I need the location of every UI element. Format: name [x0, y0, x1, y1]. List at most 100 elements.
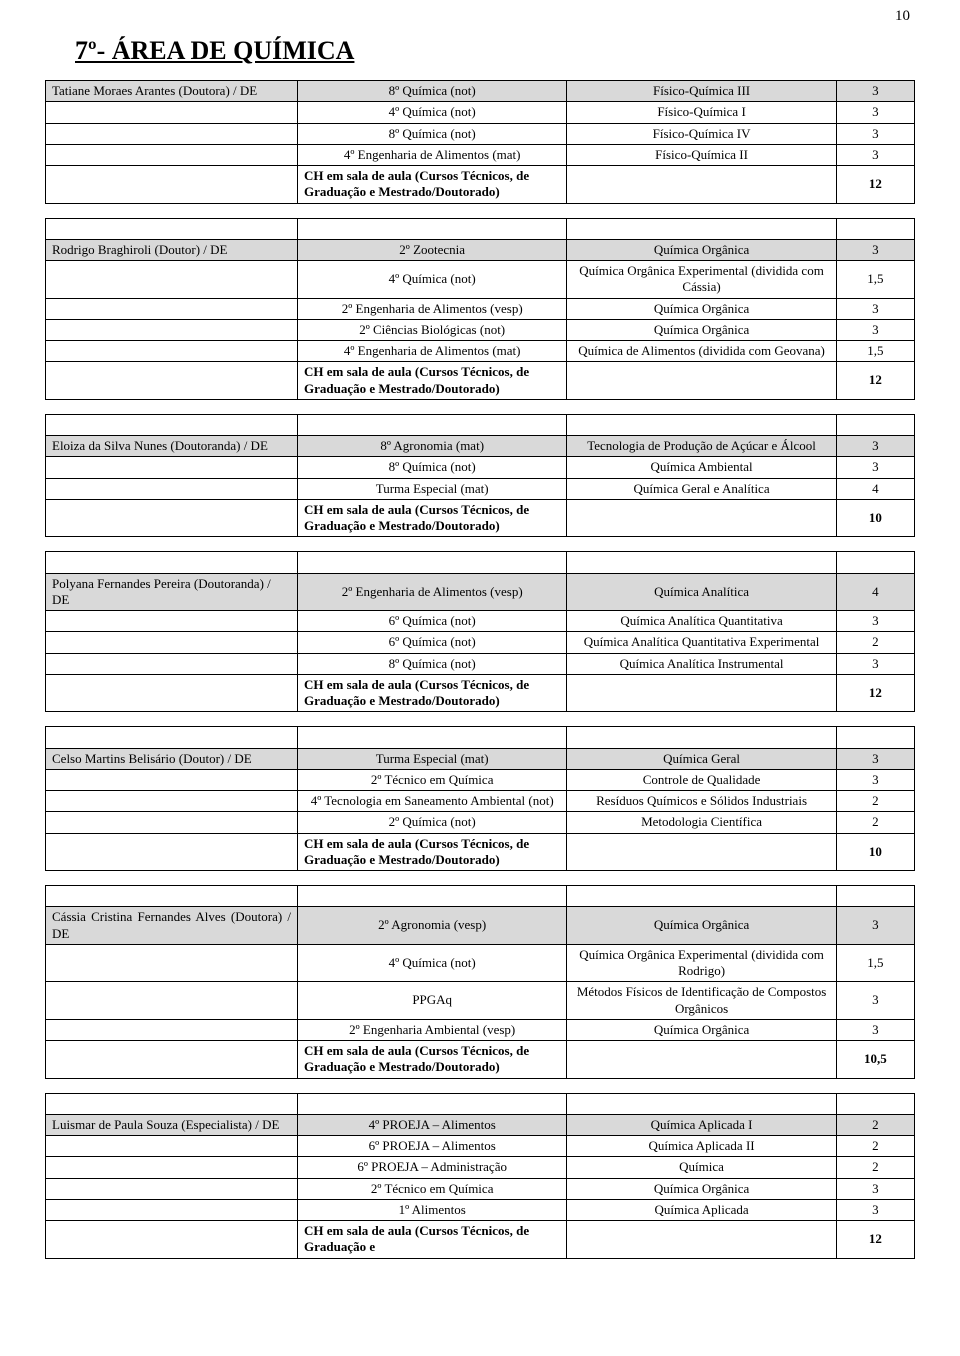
hours-cell: 3 — [836, 436, 914, 457]
teacher-name-cell — [46, 144, 298, 165]
discipline-cell: Química Analítica Quantitativa — [567, 611, 836, 632]
empty-cell — [567, 1221, 836, 1259]
ch-total-cell: 12 — [836, 362, 914, 400]
table-row: 2º Engenharia de Alimentos (vesp)Química… — [46, 298, 915, 319]
course-cell: 8º Química (not) — [298, 81, 567, 102]
hours-cell: 1,5 — [836, 261, 914, 299]
course-cell: PPGAq — [298, 982, 567, 1020]
teacher-name-cell — [46, 791, 298, 812]
course-cell: 4º Química (not) — [298, 102, 567, 123]
discipline-cell: Química Orgânica — [567, 907, 836, 945]
ch-row: CH em sala de aula (Cursos Técnicos, de … — [46, 833, 915, 871]
ch-row: CH em sala de aula (Cursos Técnicos, de … — [46, 499, 915, 537]
course-cell: 4º Engenharia de Alimentos (mat) — [298, 341, 567, 362]
hours-cell: 3 — [836, 319, 914, 340]
discipline-cell: Físico-Química IV — [567, 123, 836, 144]
teacher-name-cell — [46, 1136, 298, 1157]
discipline-cell: Métodos Físicos de Identificação de Comp… — [567, 982, 836, 1020]
ch-row: CH em sala de aula (Cursos Técnicos, de … — [46, 674, 915, 712]
discipline-cell: Química Orgânica — [567, 319, 836, 340]
teacher-name-cell: Cássia Cristina Fernandes Alves (Doutora… — [46, 907, 298, 945]
ch-label-cell: CH em sala de aula (Cursos Técnicos, de … — [298, 362, 567, 400]
course-cell: 6º PROEJA – Administração — [298, 1157, 567, 1178]
discipline-cell: Química Orgânica — [567, 1178, 836, 1199]
discipline-cell: Química Orgânica — [567, 298, 836, 319]
hours-cell: 3 — [836, 653, 914, 674]
hours-cell: 2 — [836, 1157, 914, 1178]
ch-total-cell: 12 — [836, 166, 914, 204]
course-cell: 2º Química (not) — [298, 812, 567, 833]
hours-cell: 2 — [836, 1114, 914, 1135]
course-cell: 8º Química (not) — [298, 653, 567, 674]
empty-cell — [46, 1041, 298, 1079]
course-cell: 2º Zootecnia — [298, 239, 567, 260]
empty-cell — [567, 674, 836, 712]
ch-label-cell: CH em sala de aula (Cursos Técnicos, de … — [298, 1041, 567, 1079]
course-cell: 4º Química (not) — [298, 944, 567, 982]
course-cell: 2º Agronomia (vesp) — [298, 907, 567, 945]
table-row: 8º Química (not)Química Analítica Instru… — [46, 653, 915, 674]
teacher-table: Rodrigo Braghiroli (Doutor) / DE2º Zoote… — [45, 218, 915, 400]
discipline-cell: Controle de Qualidade — [567, 769, 836, 790]
table-row: 2º Química (not)Metodologia Científica2 — [46, 812, 915, 833]
hours-cell: 4 — [836, 478, 914, 499]
hours-cell: 3 — [836, 239, 914, 260]
ch-total-cell: 10 — [836, 833, 914, 871]
teacher-name-cell — [46, 632, 298, 653]
teacher-table: Tatiane Moraes Arantes (Doutora) / DE8º … — [45, 80, 915, 204]
hours-cell: 3 — [836, 1019, 914, 1040]
discipline-cell: Química Geral — [567, 748, 836, 769]
discipline-cell: Metodologia Científica — [567, 812, 836, 833]
ch-label-cell: CH em sala de aula (Cursos Técnicos, de … — [298, 499, 567, 537]
ch-total-cell: 10 — [836, 499, 914, 537]
discipline-cell: Química Orgânica — [567, 1019, 836, 1040]
course-cell: 2º Técnico em Química — [298, 769, 567, 790]
hours-cell: 2 — [836, 812, 914, 833]
teacher-name-cell — [46, 611, 298, 632]
teacher-name-cell — [46, 1019, 298, 1040]
teacher-name-cell: Tatiane Moraes Arantes (Doutora) / DE — [46, 81, 298, 102]
teacher-name-cell — [46, 769, 298, 790]
teacher-name-cell: Eloiza da Silva Nunes (Doutoranda) / DE — [46, 436, 298, 457]
table-row: 4º Química (not)Química Orgânica Experim… — [46, 261, 915, 299]
hours-cell: 3 — [836, 769, 914, 790]
ch-total-cell: 12 — [836, 1221, 914, 1259]
empty-cell — [567, 1041, 836, 1079]
teacher-name-cell — [46, 1157, 298, 1178]
teacher-table: Cássia Cristina Fernandes Alves (Doutora… — [45, 885, 915, 1079]
empty-cell — [46, 166, 298, 204]
discipline-cell: Química Analítica Instrumental — [567, 653, 836, 674]
teacher-name-cell — [46, 102, 298, 123]
course-cell: 2º Engenharia de Alimentos (vesp) — [298, 298, 567, 319]
hours-cell: 2 — [836, 791, 914, 812]
empty-cell — [567, 362, 836, 400]
empty-cell — [46, 362, 298, 400]
course-cell: 2º Engenharia Ambiental (vesp) — [298, 1019, 567, 1040]
discipline-cell: Química Orgânica Experimental (dividida … — [567, 944, 836, 982]
teacher-table: Luismar de Paula Souza (Especialista) / … — [45, 1093, 915, 1259]
table-row: Polyana Fernandes Pereira (Doutoranda) /… — [46, 573, 915, 611]
page-number: 10 — [895, 8, 910, 25]
teacher-name-cell — [46, 478, 298, 499]
teacher-name-cell — [46, 457, 298, 478]
hours-cell: 1,5 — [836, 944, 914, 982]
table-row: Celso Martins Belisário (Doutor) / DETur… — [46, 748, 915, 769]
table-row: 6º PROEJA – AdministraçãoQuímica2 — [46, 1157, 915, 1178]
hours-cell: 3 — [836, 1199, 914, 1220]
ch-label-cell: CH em sala de aula (Cursos Técnicos, de … — [298, 166, 567, 204]
teacher-table: Polyana Fernandes Pereira (Doutoranda) /… — [45, 551, 915, 712]
hours-cell: 3 — [836, 123, 914, 144]
hours-cell: 3 — [836, 81, 914, 102]
discipline-cell: Físico-Química I — [567, 102, 836, 123]
table-row: PPGAqMétodos Físicos de Identificação de… — [46, 982, 915, 1020]
course-cell: 4º Química (not) — [298, 261, 567, 299]
course-cell: 4º Tecnologia em Saneamento Ambiental (n… — [298, 791, 567, 812]
ch-row: CH em sala de aula (Cursos Técnicos, de … — [46, 1221, 915, 1259]
teacher-name-cell — [46, 653, 298, 674]
table-row: 2º Ciências Biológicas (not)Química Orgâ… — [46, 319, 915, 340]
hours-cell: 3 — [836, 907, 914, 945]
course-cell: 6º PROEJA – Alimentos — [298, 1136, 567, 1157]
course-cell: 8º Agronomia (mat) — [298, 436, 567, 457]
table-row: 6º PROEJA – AlimentosQuímica Aplicada II… — [46, 1136, 915, 1157]
ch-label-cell: CH em sala de aula (Cursos Técnicos, de … — [298, 1221, 567, 1259]
